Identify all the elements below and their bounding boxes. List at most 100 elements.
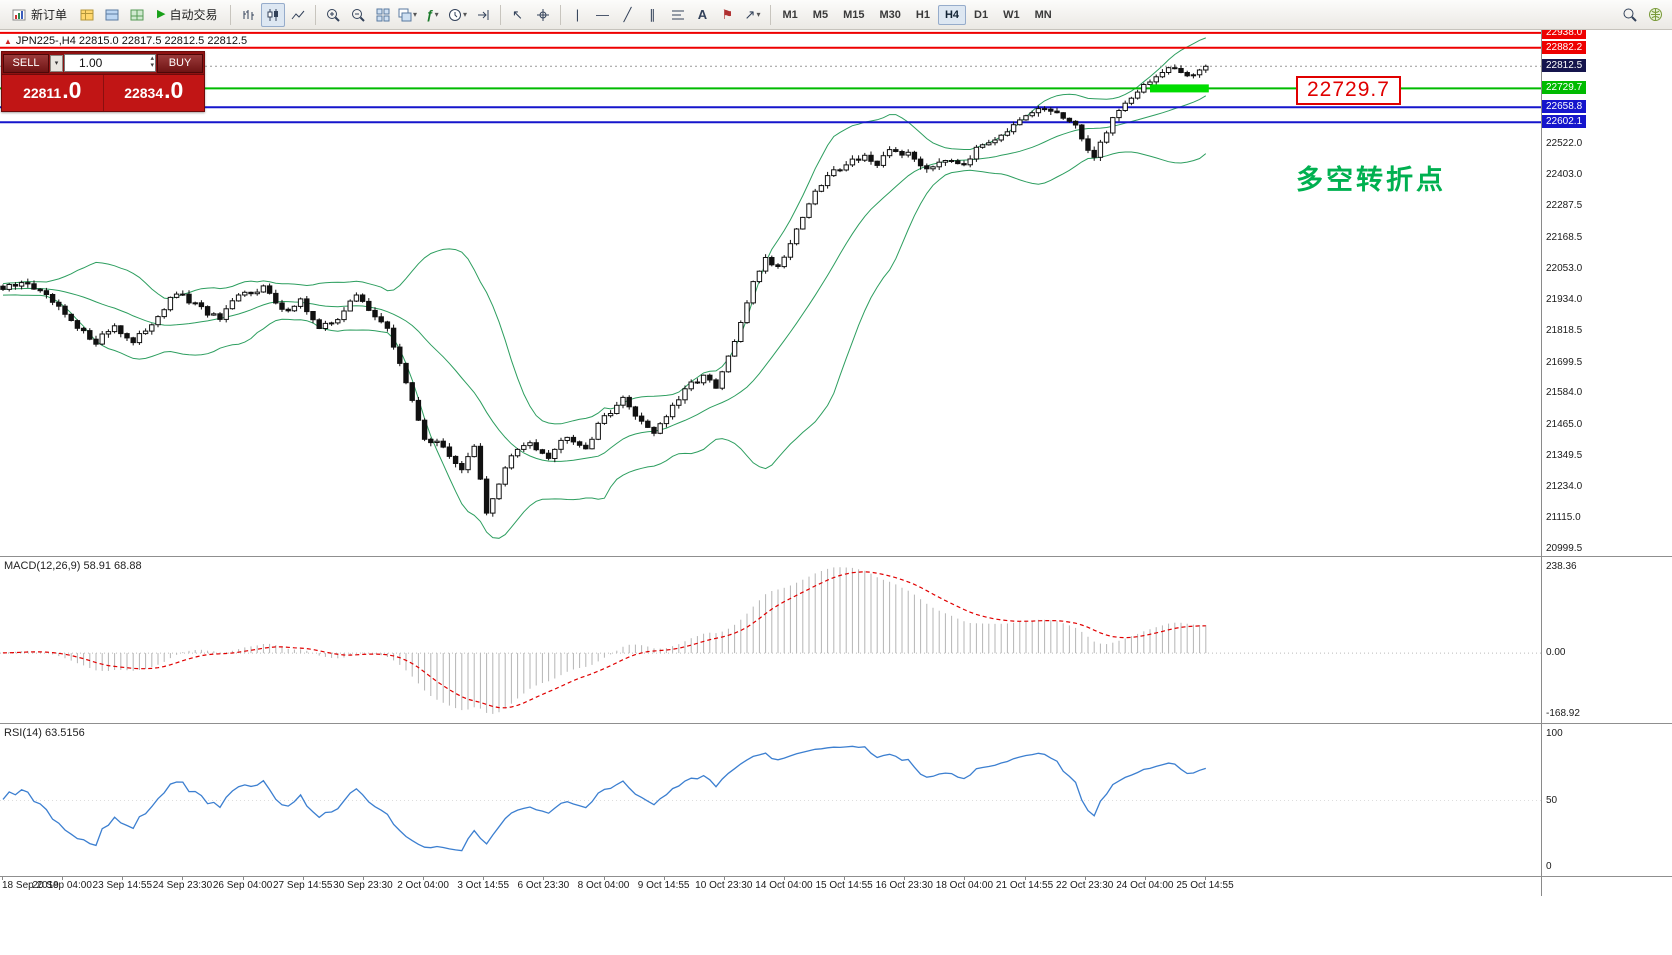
current-price-tag: 22812.5	[1542, 59, 1587, 73]
autoscroll-button[interactable]	[471, 3, 495, 27]
time-axis-label: 10 Oct 23:30	[695, 880, 753, 891]
time-tick	[543, 877, 545, 880]
timeframe-w1[interactable]: W1	[1003, 8, 1020, 21]
indicators-button[interactable]: ƒ ▾	[421, 3, 445, 27]
volume-value: 1.00	[79, 56, 103, 70]
dropdown-icon: ▾	[756, 10, 761, 19]
time-tick	[1084, 877, 1086, 880]
time-tick	[603, 877, 605, 880]
panel-divider[interactable]	[0, 723, 1672, 724]
time-tick	[182, 877, 184, 880]
arrows-icon: ↗	[744, 7, 756, 22]
timeframe-h1[interactable]: H1	[915, 8, 930, 21]
volume-up-icon[interactable]: ▴	[150, 55, 154, 62]
macd-label: MACD(12,26,9) 58.91 68.88	[4, 560, 142, 572]
time-axis-label: 22 Oct 23:30	[1056, 880, 1114, 891]
order-type-dropdown[interactable]: ▾	[50, 54, 63, 72]
volume-down-icon[interactable]: ▾	[150, 62, 154, 69]
cascade-windows-icon	[398, 8, 412, 21]
toolbar-separator	[769, 4, 771, 25]
channel-tool-button[interactable]: ∥	[641, 3, 665, 27]
tile-windows-button[interactable]	[371, 3, 395, 27]
line-chart-button[interactable]	[286, 3, 310, 27]
cascade-windows-button[interactable]: ▾	[396, 3, 420, 27]
time-axis-label: 24 Oct 04:00	[1116, 880, 1174, 891]
time-axis-label: 16 Oct 23:30	[875, 880, 933, 891]
price-axis-label: 22168.5	[1546, 231, 1583, 243]
bar-chart-icon	[243, 9, 254, 20]
time-axis[interactable]: 18 Sep 2019 20 Sep 04:00 23 Sep 14:55 24 Se…	[0, 877, 1541, 895]
hline-tool-button[interactable]: —	[591, 3, 615, 27]
crosshair-icon	[536, 8, 549, 21]
time-axis-label: 30 Sep 23:30	[333, 880, 393, 891]
cursor-tool-button[interactable]: ↖	[506, 3, 530, 27]
arrows-tool-button[interactable]: ↗ ▾	[741, 3, 765, 27]
price-axis-label: 21934.0	[1546, 294, 1583, 306]
new-order-icon	[12, 9, 26, 20]
time-tick	[904, 877, 906, 880]
community-button[interactable]	[1643, 3, 1667, 27]
autoscroll-icon	[477, 9, 488, 20]
rsi-axis-label: 0	[1546, 861, 1552, 872]
zoom-out-button[interactable]	[346, 3, 370, 27]
price-axis-label: 21818.5	[1546, 324, 1583, 336]
fibonacci-icon	[671, 10, 684, 19]
price-level-tag: 22602.1	[1542, 115, 1587, 129]
time-tick	[302, 877, 304, 880]
search-button[interactable]	[1617, 3, 1641, 27]
fibonacci-tool-button[interactable]	[666, 3, 690, 27]
timeframe-m15[interactable]: M15	[843, 8, 865, 21]
toolbar: 新订单 ▶ 自动交易 ▾ ƒ ▾ ▾ ↖ | — ╱ ∥ A ⚑ ↗ ▾ M1 M5 M…	[0, 0, 1672, 30]
zoom-in-button[interactable]	[321, 3, 345, 27]
text-tool-button[interactable]: A	[691, 3, 715, 27]
one-click-trading-panel: SELL ▾ 1.00 ▴ ▾ BUY 22811 .0 22834 .0	[1, 51, 205, 112]
volume-input[interactable]: 1.00 ▴ ▾	[64, 54, 156, 72]
zoom-in-icon	[326, 8, 340, 22]
panel-divider[interactable]	[0, 556, 1672, 557]
time-axis-label: 9 Oct 14:55	[637, 880, 690, 891]
price-axis-label: 22522.0	[1546, 137, 1583, 149]
timeframe-m5[interactable]: M5	[812, 8, 829, 21]
timeframe-m30[interactable]: M30	[879, 8, 901, 21]
timeframe-mn[interactable]: MN	[1034, 8, 1052, 21]
time-tick	[1205, 877, 1206, 880]
market-watch-button[interactable]	[75, 3, 99, 27]
new-order-button[interactable]: 新订单	[5, 3, 74, 27]
terminal-button[interactable]	[125, 3, 149, 27]
vline-tool-button[interactable]: |	[566, 3, 590, 27]
timeframe-h4[interactable]: H4	[937, 4, 966, 25]
auto-trading-icon: ▶	[157, 8, 166, 20]
time-tick	[1144, 877, 1146, 880]
trendline-icon: ╱	[623, 7, 632, 22]
period-button[interactable]: ▾	[446, 3, 470, 27]
time-axis-label: 20 Sep 04:00	[32, 880, 92, 891]
horizontal-line-icon: —	[596, 7, 609, 22]
trendline-tool-button[interactable]: ╱	[616, 3, 640, 27]
panel-divider[interactable]	[0, 876, 1672, 877]
tile-windows-icon	[376, 8, 389, 21]
label-tool-button[interactable]: ⚑	[716, 3, 740, 27]
crosshair-tool-button[interactable]	[531, 3, 555, 27]
clock-icon	[448, 8, 461, 21]
terminal-icon	[130, 9, 144, 20]
price-axis-label: 22287.5	[1546, 200, 1583, 212]
macd-chart[interactable]	[0, 557, 1541, 723]
buy-button[interactable]: BUY	[157, 53, 203, 73]
timeframe-d1[interactable]: D1	[974, 8, 989, 21]
rsi-chart[interactable]	[0, 724, 1541, 876]
bar-chart-button[interactable]	[236, 3, 260, 27]
sell-price[interactable]: 22811 .0	[2, 75, 104, 111]
auto-trading-button[interactable]: ▶ 自动交易	[150, 3, 224, 27]
price-chart[interactable]	[0, 30, 1541, 556]
price-callout[interactable]: 22729.7	[1296, 76, 1401, 105]
buy-price[interactable]: 22834 .0	[103, 75, 204, 111]
sell-button[interactable]: SELL	[3, 53, 49, 73]
price-axis-label: 22403.0	[1546, 169, 1583, 181]
symbol-info-text: JPN225-,H4 22815.0 22817.5 22812.5 22812…	[15, 35, 248, 47]
new-order-label: 新订单	[31, 8, 68, 22]
navigator-button[interactable]	[100, 3, 124, 27]
time-axis-label: 15 Oct 14:55	[815, 880, 873, 891]
timeframe-m1[interactable]: M1	[782, 8, 798, 21]
candlestick-button[interactable]	[260, 2, 285, 27]
workspace: ▲ JPN225-,H4 22815.0 22817.5 22812.5 228…	[0, 25, 1672, 955]
